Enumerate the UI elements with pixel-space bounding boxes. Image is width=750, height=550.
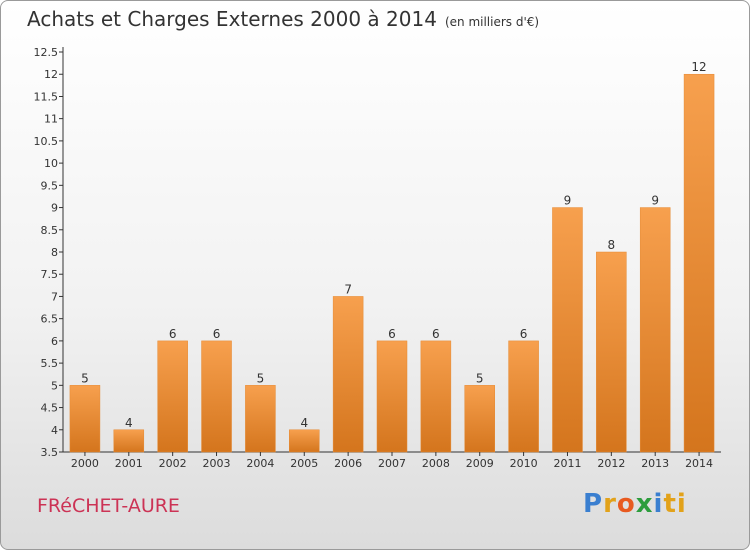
title-unit: (en milliers d'€) [444, 15, 540, 29]
x-tick-label: 2006 [334, 457, 362, 470]
bar-value-label: 6 [520, 327, 528, 341]
bar [464, 385, 495, 453]
x-tick-label: 2005 [290, 457, 318, 470]
bar [508, 340, 539, 453]
y-tick-label: 5 [51, 379, 58, 392]
x-tick-label: 2014 [685, 457, 713, 470]
y-tick-label: 10 [44, 157, 58, 170]
title-text: Achats et Charges Externes 2000 à 2014 [27, 7, 437, 31]
bar-value-label: 4 [300, 416, 308, 430]
bar-value-label: 5 [81, 371, 89, 385]
x-tick-label: 2008 [422, 457, 450, 470]
bar-value-label: 8 [608, 238, 616, 252]
x-tick-label: 2007 [378, 457, 406, 470]
bar-value-label: 4 [125, 416, 133, 430]
bar-value-label: 7 [344, 282, 352, 296]
y-tick-label: 7 [51, 290, 58, 303]
bar [596, 251, 627, 453]
bar-value-label: 5 [257, 371, 265, 385]
y-tick-label: 3.5 [41, 446, 59, 459]
commune-name: FRéCHET-AURE [37, 495, 180, 517]
bar [157, 340, 188, 453]
y-tick-label: 5.5 [41, 357, 59, 370]
y-tick-label: 8.5 [41, 224, 59, 237]
bar [289, 429, 320, 453]
y-tick-label: 9 [51, 202, 58, 215]
x-tick-label: 2000 [71, 457, 99, 470]
x-tick-label: 2002 [159, 457, 187, 470]
x-tick-label: 2013 [641, 457, 669, 470]
x-tick-label: 2001 [115, 457, 143, 470]
y-tick-label: 6.5 [41, 313, 59, 326]
x-tick-label: 2011 [553, 457, 581, 470]
y-tick-label: 8 [51, 246, 58, 259]
y-tick-label: 9.5 [41, 179, 59, 192]
bar [245, 385, 276, 453]
bar-value-label: 12 [691, 60, 706, 74]
proxiti-logo: Proxiti [583, 489, 687, 519]
y-tick-label: 11.5 [34, 90, 59, 103]
bar-value-label: 6 [169, 327, 177, 341]
y-tick-label: 4.5 [41, 402, 59, 415]
bar-value-label: 5 [476, 371, 484, 385]
y-tick-label: 4 [51, 424, 58, 437]
bar-value-label: 6 [388, 327, 396, 341]
bar-value-label: 6 [432, 327, 440, 341]
y-tick-label: 11 [44, 113, 58, 126]
bar-value-label: 6 [213, 327, 221, 341]
y-tick-label: 10.5 [34, 135, 59, 148]
bar [552, 207, 583, 453]
y-tick-label: 12.5 [34, 46, 59, 59]
x-tick-label: 2012 [597, 457, 625, 470]
x-tick-label: 2004 [246, 457, 274, 470]
bar [639, 207, 671, 453]
bar-value-label: 9 [564, 194, 572, 208]
bar [201, 340, 232, 453]
bar [683, 73, 715, 453]
bar [420, 340, 452, 453]
x-tick-label: 2009 [466, 457, 494, 470]
chart-title: Achats et Charges Externes 2000 à 2014 (e… [27, 7, 539, 31]
x-tick-label: 2010 [510, 457, 538, 470]
bar [376, 340, 408, 453]
bar [113, 429, 145, 453]
bar [69, 385, 101, 453]
y-tick-label: 7.5 [41, 268, 59, 281]
x-tick-label: 2003 [203, 457, 231, 470]
y-tick-label: 6 [51, 335, 58, 348]
y-tick-label: 12 [44, 68, 58, 81]
bar-value-label: 9 [651, 194, 659, 208]
bar [332, 296, 364, 453]
